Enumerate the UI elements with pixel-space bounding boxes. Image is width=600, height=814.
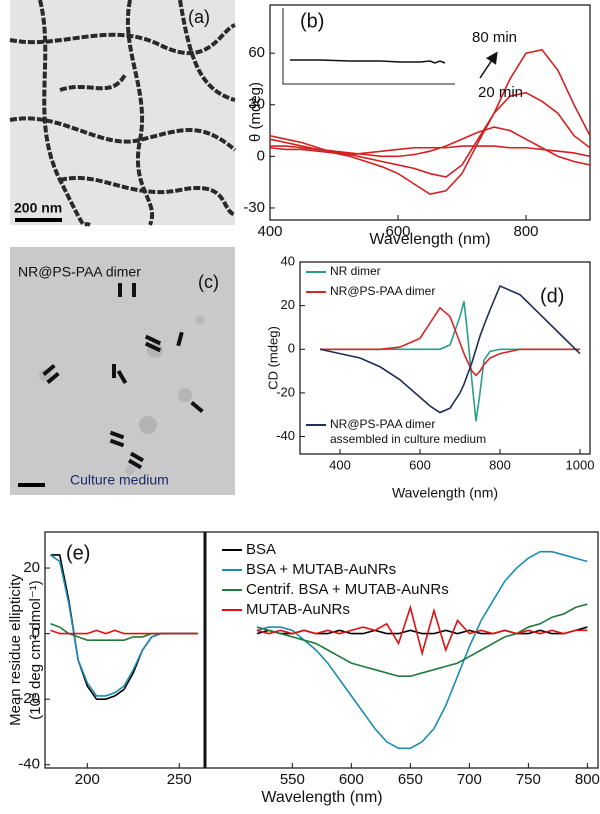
data-line — [269, 48, 591, 196]
x-tick-label: 250 — [167, 771, 192, 788]
legend-entry: NR dimer — [330, 264, 381, 278]
x-tick-label: 800 — [513, 223, 538, 240]
legend-entry: MUTAB-AuNRs — [246, 602, 350, 618]
x-tick-label: 600 — [409, 457, 431, 472]
y-axis-label: θ (mdeg) — [247, 82, 264, 142]
y-axis-label: Mean residue ellipticity — [7, 574, 24, 726]
y-tick-label: 0 — [257, 147, 265, 164]
x-axis-label: Wavelength (nm) — [261, 789, 382, 806]
y-axis-label: (10³ deg cm² dmol⁻¹) — [27, 580, 44, 720]
data-line — [269, 145, 591, 158]
panel-label: (e) — [66, 542, 90, 564]
data-line — [270, 126, 591, 166]
plot-frame — [44, 531, 599, 769]
legend-label: BSA + MUTAB-AuNRs — [246, 562, 397, 578]
micrograph-a: 200 nm (a) — [9, 0, 237, 227]
data-line — [269, 91, 591, 178]
x-tick-label: 800 — [575, 771, 600, 788]
legend-label: NR@PS-PAA dimer assembled in culture med… — [330, 417, 487, 446]
x-tick-label: 200 — [75, 771, 100, 788]
x-tick-label: 750 — [516, 771, 541, 788]
y-tick-label: -20 — [18, 690, 40, 707]
legend-label: NR dimer — [330, 264, 381, 278]
y-tick-label: 0 — [288, 341, 295, 356]
legend-label: MUTAB-AuNRs — [246, 602, 350, 618]
data-line — [319, 284, 581, 414]
x-axis-label: Wavelength (nm) — [369, 231, 490, 248]
panel-label: (b) — [300, 10, 324, 32]
y-tick-label: 60 — [248, 44, 265, 61]
plot-frame — [299, 261, 591, 455]
micrograph-c: NR@PS-PAA dimer (c) Culture medium — [10, 247, 235, 495]
annotation: 20 min — [478, 84, 523, 101]
x-tick-label: 550 — [280, 771, 305, 788]
x-tick-label: 650 — [398, 771, 423, 788]
legend-label: Centrif. BSA + MUTAB-AuNRs — [246, 582, 449, 598]
scale-bar-label: 200 nm — [14, 200, 62, 216]
x-tick-label: 600 — [339, 771, 364, 788]
medium-label: Culture medium — [70, 472, 169, 488]
legend-entry: NR@PS-PAA dimer — [330, 284, 436, 298]
y-tick-label: -40 — [276, 428, 295, 443]
legend-entry: Centrif. BSA + MUTAB-AuNRs — [246, 582, 449, 598]
panel-label: (d) — [540, 285, 564, 307]
annotation: 80 min — [472, 29, 517, 46]
x-tick-label: 400 — [329, 457, 351, 472]
y-tick-label: 30 — [248, 96, 265, 113]
x-tick-label: 800 — [489, 457, 511, 472]
y-tick-label: 40 — [281, 253, 295, 268]
x-tick-label: 1000 — [566, 457, 595, 472]
y-tick-label: -20 — [276, 384, 295, 399]
legend-label: BSA — [246, 542, 277, 558]
x-tick-label: 700 — [457, 771, 482, 788]
panel-label: (a) — [188, 7, 210, 27]
data-line — [50, 554, 198, 697]
x-axis-label: Wavelength (nm) — [392, 485, 498, 501]
data-line — [256, 550, 588, 750]
y-tick-label: 20 — [23, 559, 40, 576]
data-line — [50, 629, 198, 635]
legend-entry: BSA + MUTAB-AuNRs — [246, 562, 397, 578]
legend-label: NR@PS-PAA dimer — [330, 284, 436, 298]
data-line — [320, 301, 580, 422]
x-tick-label: 600 — [385, 223, 410, 240]
y-tick-label: -40 — [18, 756, 40, 773]
y-tick-label: 20 — [281, 297, 295, 312]
panel-label: (c) — [198, 272, 219, 292]
legend-entry: NR@PS-PAA dimer assembled in culture med… — [330, 417, 487, 446]
y-tick-label: 0 — [32, 625, 40, 642]
y-tick-label: -30 — [243, 199, 265, 216]
x-tick-label: 400 — [257, 223, 282, 240]
data-line — [256, 604, 588, 657]
legend-entry: BSA — [246, 542, 277, 558]
plot-frame — [269, 4, 591, 221]
data-line — [320, 306, 580, 377]
micrograph-caption: NR@PS-PAA dimer — [18, 264, 141, 280]
inset — [282, 8, 498, 85]
data-line — [256, 603, 588, 678]
y-axis-label: CD (mdeg) — [265, 326, 280, 390]
